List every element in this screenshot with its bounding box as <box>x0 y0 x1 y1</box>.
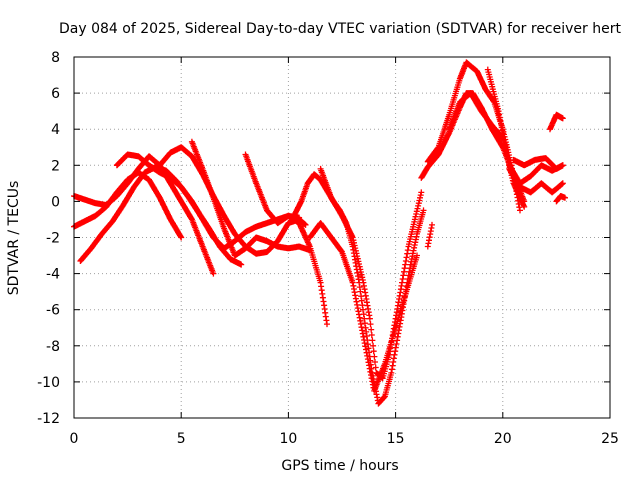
grid-lines <box>74 57 610 418</box>
x-tick-label: 0 <box>70 431 79 447</box>
series-6-points <box>188 138 313 259</box>
series-16-points <box>510 155 566 172</box>
series-7-points <box>242 151 330 328</box>
series-10-points <box>317 165 425 382</box>
series-15-points <box>506 165 566 196</box>
y-tick-label: 2 <box>51 158 60 174</box>
series-12-points <box>424 59 523 214</box>
series-11-points <box>418 90 528 205</box>
x-tick-label: 25 <box>601 431 619 447</box>
y-tick-label: -4 <box>46 267 60 283</box>
x-tick-label: 5 <box>177 431 186 447</box>
y-tick-label: 4 <box>51 122 60 138</box>
y-tick-label: 0 <box>51 194 60 210</box>
series-13-points <box>446 90 528 210</box>
y-tick-labels: -12 -10 -8 -6 -4 -2 0 2 4 6 8 <box>37 50 60 427</box>
x-tick-label: 20 <box>494 431 512 447</box>
y-axis-label: SDTVAR / TECUs <box>6 181 22 296</box>
chart-title: Day 084 of 2025, Sidereal Day-to-day VTE… <box>59 21 621 37</box>
data-series <box>71 59 568 407</box>
x-tick-labels: 0 5 10 15 20 25 <box>70 431 619 447</box>
y-tick-label: 6 <box>51 86 60 102</box>
series-19-points <box>424 221 435 250</box>
axis-ticks <box>73 56 611 419</box>
y-tick-label: -2 <box>46 231 60 247</box>
y-tick-label: 8 <box>51 50 60 66</box>
y-tick-label: -8 <box>46 339 60 355</box>
y-tick-label: -6 <box>46 303 60 319</box>
series-18-points <box>553 193 568 205</box>
y-tick-label: -12 <box>37 411 60 427</box>
y-tick-label: -10 <box>37 375 60 391</box>
x-tick-label: 10 <box>279 431 297 447</box>
x-tick-label: 15 <box>387 431 405 447</box>
series-17-points <box>547 111 566 133</box>
x-axis-label: GPS time / hours <box>281 458 398 474</box>
